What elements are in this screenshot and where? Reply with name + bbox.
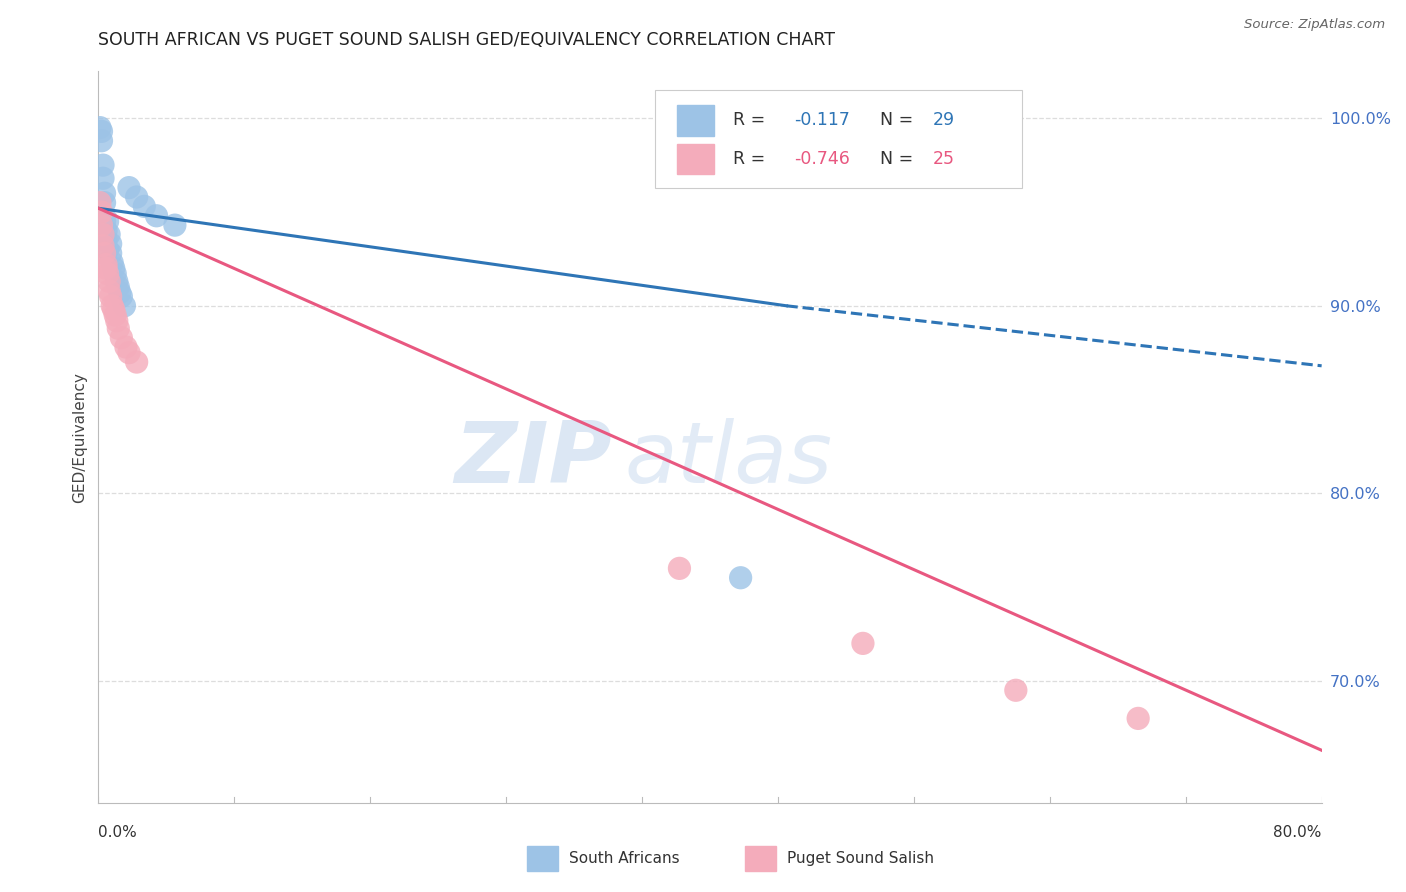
Point [125, 190, 148, 204]
Text: N =: N = [880, 150, 918, 168]
Point [93, 246, 115, 260]
Text: 25: 25 [932, 150, 955, 168]
Point [1004, 683, 1026, 698]
Point [101, 255, 124, 269]
Point [145, 209, 167, 223]
Point [100, 246, 122, 260]
Point [110, 289, 132, 303]
Point [163, 218, 186, 232]
Point [115, 340, 138, 354]
Text: 29: 29 [932, 112, 955, 129]
Point [107, 280, 129, 294]
Point [107, 321, 129, 335]
Point [125, 355, 148, 369]
Point [89, 120, 111, 135]
Point [730, 571, 752, 585]
Point [105, 274, 128, 288]
Point [852, 636, 875, 650]
Point [668, 561, 690, 575]
Point [90, 205, 112, 219]
Point [98, 227, 121, 242]
Point [104, 267, 127, 281]
Point [94, 258, 117, 272]
Text: Puget Sound Salish: Puget Sound Salish [787, 851, 935, 865]
Point [90, 218, 112, 232]
Point [118, 180, 141, 194]
Point [97, 214, 120, 228]
Point [94, 224, 117, 238]
FancyBboxPatch shape [655, 90, 1022, 188]
Text: N =: N = [880, 112, 918, 129]
Point [104, 308, 127, 322]
Point [103, 261, 125, 276]
Point [94, 233, 117, 247]
Point [112, 299, 135, 313]
Text: 0.0%: 0.0% [98, 825, 138, 840]
Point [98, 284, 121, 298]
Point [90, 124, 112, 138]
Point [93, 195, 115, 210]
Text: R =: R = [734, 112, 776, 129]
Point [134, 199, 156, 213]
Text: Source: ZipAtlas.com: Source: ZipAtlas.com [1244, 18, 1385, 31]
Point [91, 158, 114, 172]
Point [118, 345, 141, 359]
Point [90, 134, 112, 148]
FancyBboxPatch shape [678, 105, 714, 136]
Text: SOUTH AFRICAN VS PUGET SOUND SALISH GED/EQUIVALENCY CORRELATION CHART: SOUTH AFRICAN VS PUGET SOUND SALISH GED/… [98, 31, 835, 49]
Y-axis label: GED/Equivalency: GED/Equivalency [72, 372, 87, 502]
Point [98, 274, 121, 288]
Text: -0.746: -0.746 [794, 150, 851, 168]
Point [91, 171, 114, 186]
Text: -0.117: -0.117 [794, 112, 851, 129]
Point [89, 195, 111, 210]
Point [100, 289, 122, 303]
Point [100, 236, 122, 251]
Text: South Africans: South Africans [569, 851, 681, 865]
Point [103, 302, 125, 317]
Point [1128, 711, 1150, 725]
Point [93, 186, 115, 201]
Point [91, 239, 114, 253]
Text: 80.0%: 80.0% [1274, 825, 1322, 840]
Text: atlas: atlas [624, 417, 832, 500]
Text: ZIP: ZIP [454, 417, 612, 500]
Point [93, 214, 115, 228]
Point [108, 285, 131, 300]
Point [97, 243, 120, 257]
FancyBboxPatch shape [678, 144, 714, 175]
Text: R =: R = [734, 150, 770, 168]
Point [110, 331, 132, 345]
Point [101, 299, 124, 313]
Point [97, 267, 120, 281]
Point [91, 227, 114, 242]
Point [105, 314, 128, 328]
Point [94, 261, 117, 276]
